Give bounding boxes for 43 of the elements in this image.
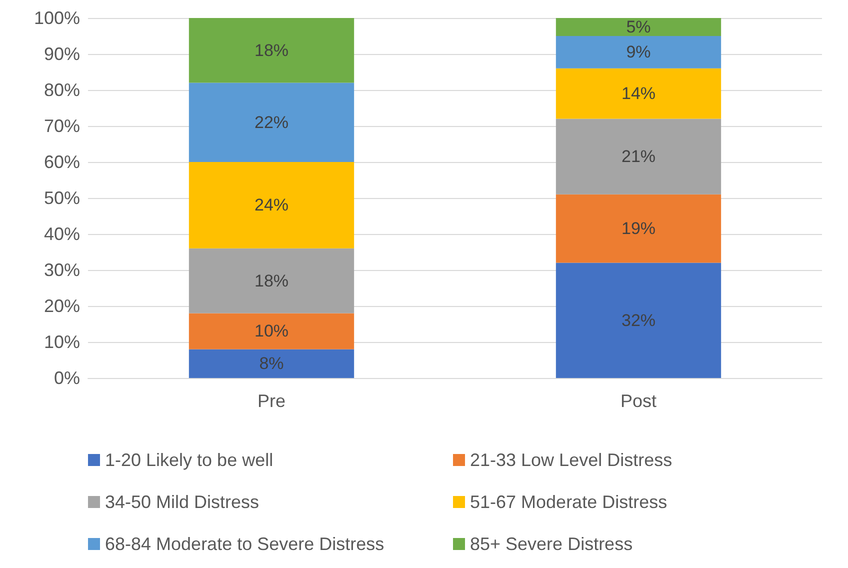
data-label: 22% [254, 112, 289, 132]
bar [188, 349, 354, 378]
bar [556, 262, 722, 378]
legend-label: 68-84 Moderate to Severe Distress [105, 534, 384, 554]
data-label: 18% [254, 40, 289, 60]
data-label: 9% [626, 42, 651, 62]
data-label: 24% [254, 196, 289, 215]
bar [556, 68, 722, 119]
data-label: 8% [259, 354, 284, 374]
bar [556, 36, 722, 68]
y-tick-label: 100% [34, 8, 80, 28]
y-tick-label: 50% [44, 188, 80, 208]
y-tick-label: 40% [44, 224, 80, 244]
data-label: 21% [621, 147, 656, 166]
data-label: 10% [254, 322, 289, 341]
y-tick-label: 30% [44, 260, 80, 280]
x-tick-label: Post [620, 391, 657, 411]
bar [188, 313, 354, 350]
data-label: 5% [626, 18, 651, 36]
legend-label: 1-20 Likely to be well [105, 450, 274, 470]
bar [188, 18, 354, 83]
bar [188, 82, 354, 162]
legend-label: 21-33 Low Level Distress [470, 450, 672, 470]
y-tick-label: 90% [44, 44, 80, 64]
bar [188, 248, 354, 314]
legend-label: 85+ Severe Distress [470, 534, 633, 554]
y-tick-label: 0% [54, 368, 80, 388]
legend-label: 51-67 Moderate Distress [470, 492, 668, 512]
y-tick-label: 70% [44, 116, 80, 136]
bar [556, 18, 722, 36]
legend-label: 34-50 Mild Distress [105, 492, 260, 512]
x-tick-label: Pre [257, 391, 286, 411]
y-tick-label: 10% [44, 332, 80, 352]
data-label: 14% [621, 84, 656, 104]
data-label: 32% [621, 310, 656, 330]
bar [188, 162, 354, 248]
y-tick-label: 80% [44, 80, 80, 100]
bar [556, 194, 722, 263]
y-tick-label: 60% [44, 152, 80, 172]
data-label: 19% [621, 219, 656, 238]
bar [556, 118, 722, 194]
data-label: 18% [254, 271, 289, 290]
y-tick-label: 20% [44, 296, 80, 316]
